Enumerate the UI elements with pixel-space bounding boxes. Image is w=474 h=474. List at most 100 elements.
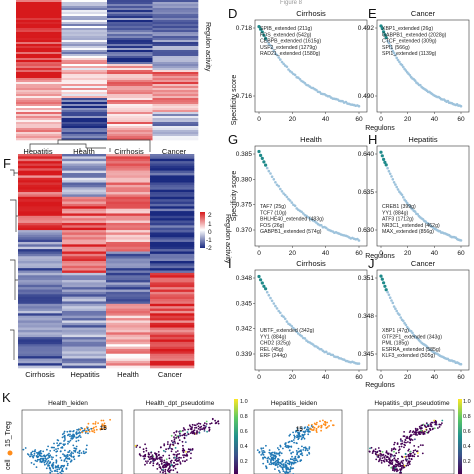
umap-cell-point bbox=[36, 451, 38, 454]
scatter-title: Cancer bbox=[411, 9, 436, 18]
umap-cell-point bbox=[151, 456, 154, 458]
umap-cell-point bbox=[197, 428, 200, 430]
regulon-annotation: CREB1 (399g) bbox=[382, 204, 416, 210]
regulon-point bbox=[459, 104, 463, 108]
heatmap-cell bbox=[106, 175, 151, 179]
heatmap-cell bbox=[16, 136, 62, 139]
umap-cell-point bbox=[303, 437, 306, 440]
umap-cell-point bbox=[159, 458, 162, 461]
heatmap-cell bbox=[106, 213, 151, 217]
umap-cell-point bbox=[161, 460, 163, 463]
heatmap-cell bbox=[62, 182, 107, 186]
umap-cell-point bbox=[418, 431, 421, 434]
regulon-annotation: GTF2F1_extended (343g) bbox=[382, 334, 442, 340]
heatmap-cell bbox=[152, 0, 199, 3]
umap-cell-point bbox=[429, 428, 432, 431]
heatmap-cell bbox=[18, 206, 63, 209]
heatmap-cell bbox=[62, 294, 107, 297]
heatmap-cell bbox=[62, 222, 107, 226]
umap-cell-point bbox=[162, 454, 165, 457]
heatmap-cell bbox=[62, 315, 107, 319]
umap-cell-point bbox=[47, 457, 49, 460]
umap-cell-point bbox=[292, 451, 294, 454]
heatmap-cell bbox=[106, 289, 151, 293]
heatmap-cell bbox=[62, 251, 107, 255]
heatmap-cell bbox=[16, 98, 62, 101]
umap-cell-point bbox=[307, 433, 310, 436]
umap-cell-point bbox=[290, 463, 293, 466]
umap-cell-point bbox=[379, 458, 381, 461]
regulon-point bbox=[288, 199, 292, 202]
umap-cell-point bbox=[415, 429, 417, 431]
umap-cell-point bbox=[403, 464, 406, 467]
heatmap-cell bbox=[150, 268, 195, 271]
umap-cell-point bbox=[397, 449, 400, 452]
regulon-point bbox=[382, 281, 386, 285]
heatmap-cell bbox=[16, 94, 62, 97]
regulon-point bbox=[267, 42, 271, 46]
heatmap-cell bbox=[16, 26, 62, 29]
umap-cell-point bbox=[293, 462, 296, 464]
heatmap-top-col-cancer: Cancer bbox=[162, 147, 187, 156]
umap-cell-point bbox=[74, 449, 77, 452]
heatmap-cell bbox=[61, 30, 108, 33]
umap-cell-point bbox=[404, 452, 407, 455]
heatmap-cell bbox=[16, 62, 62, 65]
umap-cell-point bbox=[285, 461, 287, 464]
umap-cell-point bbox=[173, 440, 176, 443]
heatmap-cell bbox=[152, 94, 199, 97]
umap-cell-point bbox=[305, 428, 308, 431]
heatmap-cell bbox=[62, 211, 107, 214]
panel-f-letter: F bbox=[3, 156, 11, 171]
umap-cell-point bbox=[188, 424, 191, 427]
heatmap-cell bbox=[106, 358, 151, 362]
umap-plot bbox=[368, 419, 444, 474]
umap-cell-point bbox=[417, 455, 419, 457]
heatmap-cell bbox=[106, 337, 151, 340]
y-tick-label: 0.345 bbox=[236, 300, 253, 307]
umap-cell-point bbox=[191, 448, 194, 450]
heatmap-cell bbox=[62, 249, 107, 252]
heatmap-cell bbox=[18, 322, 63, 326]
heatmap-cell bbox=[61, 108, 108, 111]
heatmap-cell bbox=[150, 303, 195, 307]
regulon-point bbox=[400, 63, 404, 67]
umap-cell-point bbox=[68, 457, 71, 460]
heatmap-cell bbox=[106, 360, 151, 364]
heatmap-cell bbox=[61, 0, 108, 3]
umap-cell-point bbox=[163, 464, 166, 466]
umap-cell-point bbox=[409, 460, 411, 463]
heatmap-top-ylabel: Regulon activity bbox=[204, 22, 211, 72]
heatmap-cell bbox=[150, 208, 195, 212]
umap-cell-point bbox=[377, 454, 380, 457]
umap-cell-point bbox=[79, 428, 82, 431]
umap-cell-point bbox=[152, 462, 155, 465]
heatmap-cell bbox=[106, 325, 151, 328]
heatmap-cell bbox=[152, 68, 199, 71]
umap-cell-point bbox=[288, 462, 291, 465]
umap-cell-point bbox=[406, 458, 408, 461]
umap-cell-point bbox=[302, 430, 305, 433]
heatmap-cell bbox=[62, 208, 107, 212]
heatmap-cell bbox=[18, 261, 63, 264]
umap-cell-point bbox=[280, 452, 283, 455]
regulon-point bbox=[394, 53, 397, 57]
heatmap-cell bbox=[61, 62, 108, 65]
heatmap-cell bbox=[152, 6, 199, 9]
umap-cell-point bbox=[48, 466, 51, 469]
umap-cell-point bbox=[301, 454, 304, 457]
umap-cell-point bbox=[59, 456, 62, 459]
umap-cell-point bbox=[282, 465, 284, 467]
umap-plot bbox=[22, 418, 111, 474]
heatmap-cell bbox=[106, 173, 151, 176]
heatmap-cell bbox=[18, 175, 63, 179]
umap-cell-point bbox=[374, 452, 377, 455]
heatmap-cell bbox=[106, 268, 151, 271]
umap-cell-point bbox=[378, 460, 380, 463]
heatmap-cell bbox=[62, 261, 107, 264]
umap-cell-point bbox=[262, 447, 265, 449]
heatmap-cell bbox=[18, 165, 63, 169]
heatmap-cell bbox=[150, 154, 195, 157]
umap-cell-point bbox=[162, 449, 165, 452]
heatmap-cell bbox=[107, 100, 153, 103]
